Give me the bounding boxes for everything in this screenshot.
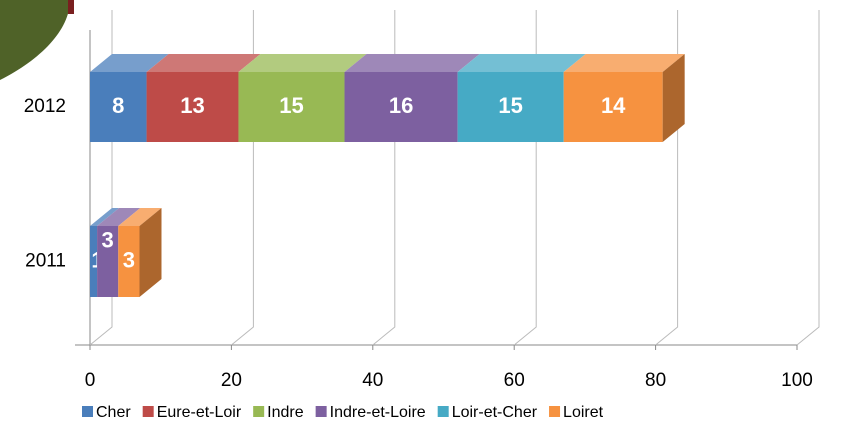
- bar-top: [90, 208, 120, 226]
- legend-swatch: [315, 406, 327, 417]
- legend-label: Cher: [96, 404, 131, 421]
- bar: [238, 72, 345, 142]
- bar-top: [238, 54, 367, 72]
- legend-swatch: [253, 406, 265, 417]
- legend-swatch: [437, 406, 449, 417]
- data-label: 3: [102, 227, 114, 252]
- legend-label: Indre-et-Loire: [330, 404, 426, 421]
- bar-side: [662, 54, 685, 142]
- bar: [563, 72, 663, 142]
- legend-swatch: [142, 406, 154, 417]
- legend-label: Indre: [267, 404, 304, 421]
- bar: [90, 226, 98, 297]
- bar: [118, 226, 140, 297]
- pie-fragment-edge: [68, 0, 74, 14]
- bar: [97, 226, 119, 297]
- bar-top: [90, 54, 169, 72]
- data-label: 14: [601, 93, 626, 118]
- pie-fragment: [0, 0, 70, 80]
- data-label: 16: [389, 93, 413, 118]
- bar: [344, 72, 458, 142]
- legend-swatch: [549, 406, 561, 417]
- data-label: 13: [180, 93, 204, 118]
- legend-label: Loiret: [563, 404, 604, 421]
- legend-swatch: [82, 406, 93, 417]
- data-label: 15: [279, 93, 303, 118]
- bar: [146, 72, 239, 142]
- x-tick-label: 40: [362, 370, 383, 391]
- y-tick-label: 2012: [24, 96, 66, 117]
- x-tick-label: 80: [645, 370, 666, 391]
- bar: [457, 72, 564, 142]
- bar-top: [146, 54, 261, 72]
- bar-top: [97, 208, 141, 226]
- data-label: 15: [498, 93, 522, 118]
- data-label: 3: [123, 247, 135, 272]
- legend-label: Loir-et-Cher: [452, 404, 538, 421]
- legend-label: Eure-et-Loir: [157, 404, 242, 421]
- y-tick-label: 2011: [25, 251, 66, 272]
- data-label: 8: [112, 93, 124, 118]
- bar-top: [344, 54, 480, 72]
- bar-top: [118, 208, 162, 226]
- bar: [90, 72, 147, 142]
- bar-top: [563, 54, 685, 72]
- x-tick-label: 100: [781, 370, 813, 391]
- bar-side: [139, 208, 162, 297]
- x-tick-label: 60: [504, 370, 525, 391]
- bar-top: [457, 54, 586, 72]
- x-tick-label: 0: [85, 370, 96, 391]
- grid-line: [796, 10, 820, 346]
- x-tick-label: 20: [221, 370, 242, 391]
